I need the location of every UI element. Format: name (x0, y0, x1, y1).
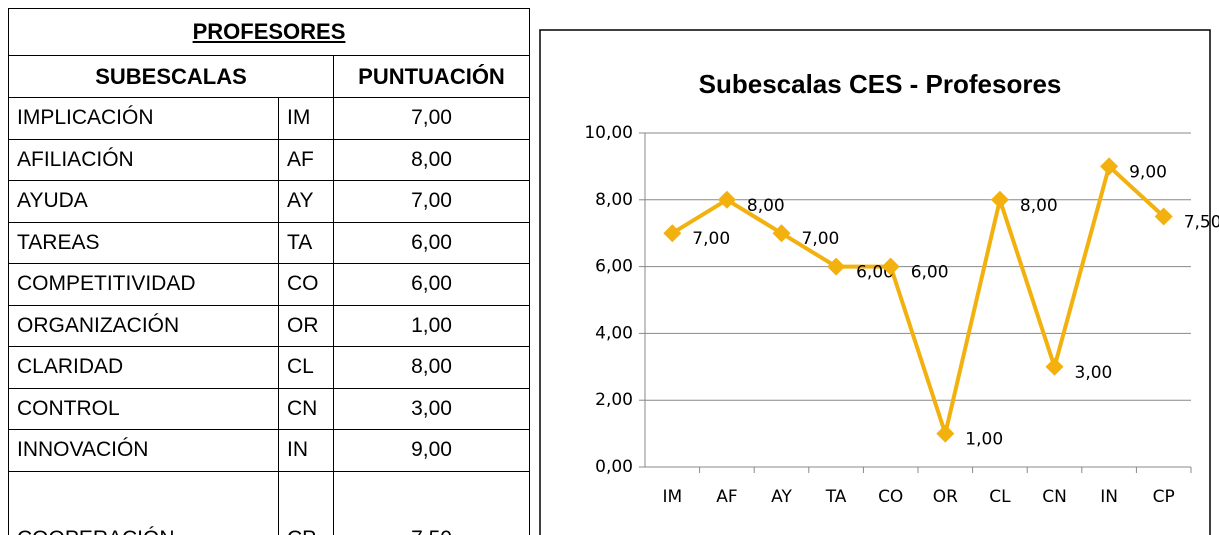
table-cell: IN (278, 429, 334, 472)
data-label: 1,00 (965, 430, 1003, 450)
table-cell: CP (278, 470, 334, 535)
title-row: PROFESORES (8, 8, 530, 56)
marker (772, 224, 791, 243)
chart-border (539, 29, 1211, 535)
table-title: PROFESORES (8, 8, 530, 56)
x-tick-label: IN (1100, 487, 1118, 507)
x-tick-label: CN (1042, 487, 1067, 507)
data-label: 8,00 (1020, 196, 1058, 216)
x-tick-label: CL (989, 487, 1011, 507)
x-tick-label: IM (662, 487, 682, 507)
header-cell: SUBESCALAS (8, 55, 334, 98)
data-label: 7,00 (802, 229, 840, 249)
marker (717, 190, 736, 209)
table: PROFESORES SUBESCALAS PUNTUACIÓN IMPLICACIÓ… (8, 8, 530, 535)
y-tick-label: 6,00 (595, 257, 633, 277)
marker (1154, 207, 1173, 226)
marker (827, 257, 846, 276)
marker (1045, 357, 1064, 376)
header-cell: PUNTUACIÓN (333, 55, 530, 98)
table-row: COOPERACIÓNCP7,50 (8, 470, 530, 535)
data-label: 8,00 (747, 196, 785, 216)
data-label: 7,50 (1184, 213, 1219, 233)
table-cell: INNOVACIÓN (8, 429, 279, 472)
table-cell: 8,00 (333, 346, 530, 389)
table-area: PROFESORES SUBESCALAS PUNTUACIÓN IMPLICACIÓ… (8, 8, 530, 535)
marker (881, 257, 900, 276)
y-tick-label: 10,00 (584, 123, 633, 143)
y-tick-label: 4,00 (595, 323, 633, 343)
table-cell: 3,00 (333, 387, 530, 430)
data-label: 6,00 (911, 263, 949, 283)
marker (663, 224, 682, 243)
x-tick-label: AY (771, 487, 792, 507)
table-row: ORGANIZACIÓN OR 1,00 (8, 304, 530, 347)
table-cell: AYUDA (8, 180, 279, 223)
marker (990, 190, 1009, 209)
table-row: INNOVACIÓN IN 9,00 (8, 429, 530, 472)
table-cell: 8,00 (333, 138, 530, 181)
marker (1100, 157, 1119, 176)
table-cell: ORGANIZACIÓN (8, 304, 279, 347)
table-cell: 6,00 (333, 263, 530, 306)
table-cell: 7,00 (333, 97, 530, 140)
series-line (671, 164, 1166, 436)
table-cell: 1,00 (333, 304, 530, 347)
table-cell: OR (278, 304, 334, 347)
header-row: SUBESCALAS PUNTUACIÓN (8, 55, 530, 98)
x-tick-label: OR (933, 487, 958, 507)
table-cell: 7,50 (333, 470, 530, 535)
table-cell: COOPERACIÓN (8, 470, 279, 535)
x-tick-label: CP (1153, 487, 1175, 507)
table-cell: CLARIDAD (8, 346, 279, 389)
table-cell: TA (278, 221, 334, 264)
y-tick-label: 0,00 (595, 457, 633, 477)
marker (936, 424, 955, 443)
y-tick-label: 2,00 (595, 390, 633, 410)
x-tick-label: CO (878, 487, 903, 507)
x-tick-label: TA (825, 487, 847, 507)
data-label: 3,00 (1075, 363, 1113, 383)
y-tick-label: 8,00 (595, 190, 633, 210)
x-tick-label: AF (716, 487, 737, 507)
table-cell: CL (278, 346, 334, 389)
table-row: AYUDA AY 7,00 (8, 180, 530, 223)
table-cell: 7,00 (333, 180, 530, 223)
table-cell: 9,00 (333, 429, 530, 472)
chart-title: Subescalas CES - Profesores (699, 69, 1062, 99)
data-label: 9,00 (1129, 162, 1167, 182)
table-row: CLARIDAD CL 8,00 (8, 346, 530, 389)
data-label: 7,00 (692, 229, 730, 249)
table-row: CONTROL CN 3,00 (8, 387, 530, 430)
